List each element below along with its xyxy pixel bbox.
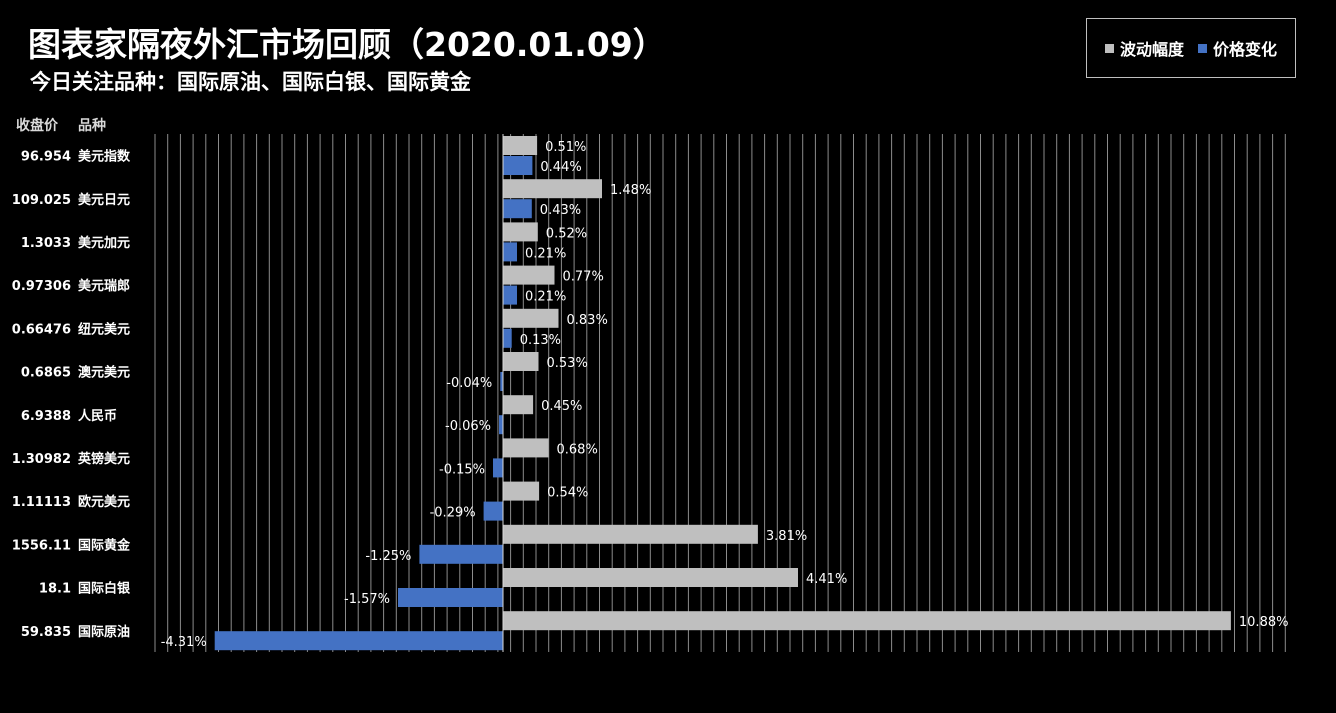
close-price-label: 0.66476 [12, 322, 71, 337]
chart-row: 1556.11 国际黄金 3.81% -1.25% [12, 524, 807, 564]
bar-range [503, 395, 534, 415]
data-label-change: -1.25% [365, 549, 411, 564]
bar-change [503, 199, 532, 219]
close-price-label: 1556.11 [12, 538, 71, 553]
close-price-label: 1.11113 [12, 495, 71, 510]
close-price-label: 18.1 [39, 582, 71, 597]
chart-row: 96.954 美元指数 0.51% 0.44% [21, 136, 586, 175]
chart-row: 1.30982 英镑美元 0.68% -0.15% [12, 438, 598, 478]
data-label-range: 0.51% [545, 140, 586, 155]
grid-lines [154, 134, 1286, 652]
data-label-change: 0.13% [520, 333, 561, 348]
bar-change [503, 285, 517, 305]
bar-change [398, 588, 503, 607]
chart-row: 1.3033 美元加元 0.52% 0.21% [21, 222, 587, 262]
bar-range [503, 222, 538, 242]
bar-change [499, 415, 503, 435]
bar-range [503, 136, 538, 155]
chart-rows: 96.954 美元指数 0.51% 0.44% 109.025 美元日元 1.48% 0.43… [12, 136, 1289, 651]
close-price-label: 0.97306 [12, 279, 71, 294]
data-label-range: 0.53% [547, 356, 588, 371]
data-label-range: 0.68% [557, 442, 598, 457]
bar-change [503, 156, 533, 175]
chart-row: 109.025 美元日元 1.48% 0.43% [12, 179, 651, 219]
close-price-label: 59.835 [21, 625, 71, 640]
bar-range [503, 308, 559, 328]
chart-row: 0.97306 美元瑞郎 0.77% 0.21% [12, 265, 604, 305]
legend: 波动幅度 价格变化 [1086, 18, 1296, 78]
data-label-change: -0.29% [430, 506, 476, 521]
legend-label-change: 价格变化 [1213, 40, 1278, 59]
chart-row: 0.66476 纽元美元 0.83% 0.13% [12, 308, 608, 348]
chart-row: 0.6865 澳元美元 0.53% -0.04% [21, 352, 588, 391]
data-label-change: -0.15% [439, 462, 485, 477]
data-label-range: 0.83% [567, 313, 608, 328]
data-label-range: 3.81% [766, 529, 807, 544]
bar-range [503, 352, 539, 371]
category-label: 美元日元 [78, 192, 130, 208]
bar-range [503, 481, 540, 501]
legend-swatch-change [1198, 43, 1207, 53]
data-label-change: -1.57% [344, 592, 390, 607]
bar-range [503, 568, 798, 587]
bar-range [503, 179, 602, 199]
data-label-range: 4.41% [806, 572, 847, 587]
data-label-change: -0.06% [445, 419, 491, 434]
bar-change [503, 328, 512, 348]
bar-range [503, 265, 555, 285]
data-label-range: 1.48% [610, 183, 651, 198]
category-label: 欧元美元 [78, 494, 130, 510]
legend-item-range: 波动幅度 [1104, 36, 1184, 60]
data-label-range: 10.88% [1239, 615, 1289, 630]
category-label: 英镑美元 [77, 451, 130, 467]
category-label: 美元瑞郎 [78, 278, 130, 294]
bar-change [503, 242, 517, 262]
chart-row: 6.9388 人民币 0.45% -0.06% [21, 395, 582, 435]
data-label-range: 0.54% [547, 486, 588, 501]
close-price-label: 1.3033 [21, 236, 71, 251]
bar-change [214, 631, 503, 651]
bar-range [503, 611, 1231, 631]
category-label: 国际黄金 [78, 537, 131, 553]
bar-change [500, 372, 503, 391]
category-label: 人民币 [78, 408, 117, 424]
legend-swatch-range [1104, 43, 1114, 53]
chart-row: 18.1 国际白银 4.41% -1.57% [39, 568, 847, 607]
data-label-change: 0.21% [525, 290, 566, 305]
data-label-range: 0.52% [546, 226, 587, 241]
close-price-label: 1.30982 [12, 452, 71, 467]
column-headers: 收盘价 品种 [16, 117, 106, 134]
chart-subtitle: 今日关注品种：国际原油、国际白银、国际黄金 [30, 70, 471, 94]
data-label-change: 0.43% [540, 203, 581, 218]
category-label: 纽元美元 [78, 321, 130, 337]
close-price-label: 109.025 [12, 193, 71, 208]
bar-range [503, 438, 549, 458]
close-price-label: 0.6865 [21, 366, 71, 381]
category-label: 国际白银 [78, 581, 131, 597]
data-label-range: 0.77% [563, 270, 604, 285]
header-instrument: 品种 [78, 117, 106, 134]
data-label-change: -4.31% [161, 635, 207, 650]
legend-label-range: 波动幅度 [1119, 40, 1184, 59]
category-label: 美元加元 [78, 235, 130, 251]
chart-row: 59.835 国际原油 10.88% -4.31% [21, 611, 1289, 651]
category-label: 美元指数 [78, 149, 131, 165]
bar-change [419, 544, 503, 564]
bar-range [503, 524, 758, 544]
chart-title: 图表家隔夜外汇市场回顾（2020.01.09） [28, 25, 666, 64]
legend-item-change: 价格变化 [1198, 36, 1277, 60]
data-label-change: 0.44% [540, 160, 581, 175]
data-label-range: 0.45% [541, 399, 582, 414]
data-label-change: -0.04% [446, 376, 492, 391]
bar-change [483, 501, 503, 521]
category-label: 澳元美元 [78, 365, 130, 381]
close-price-label: 96.954 [21, 150, 71, 165]
data-label-change: 0.21% [525, 246, 566, 261]
category-label: 国际原油 [78, 624, 130, 640]
close-price-label: 6.9388 [21, 409, 71, 424]
chart-row: 1.11113 欧元美元 0.54% -0.29% [12, 481, 588, 521]
bar-change [493, 458, 503, 478]
header-close-price: 收盘价 [16, 117, 59, 134]
